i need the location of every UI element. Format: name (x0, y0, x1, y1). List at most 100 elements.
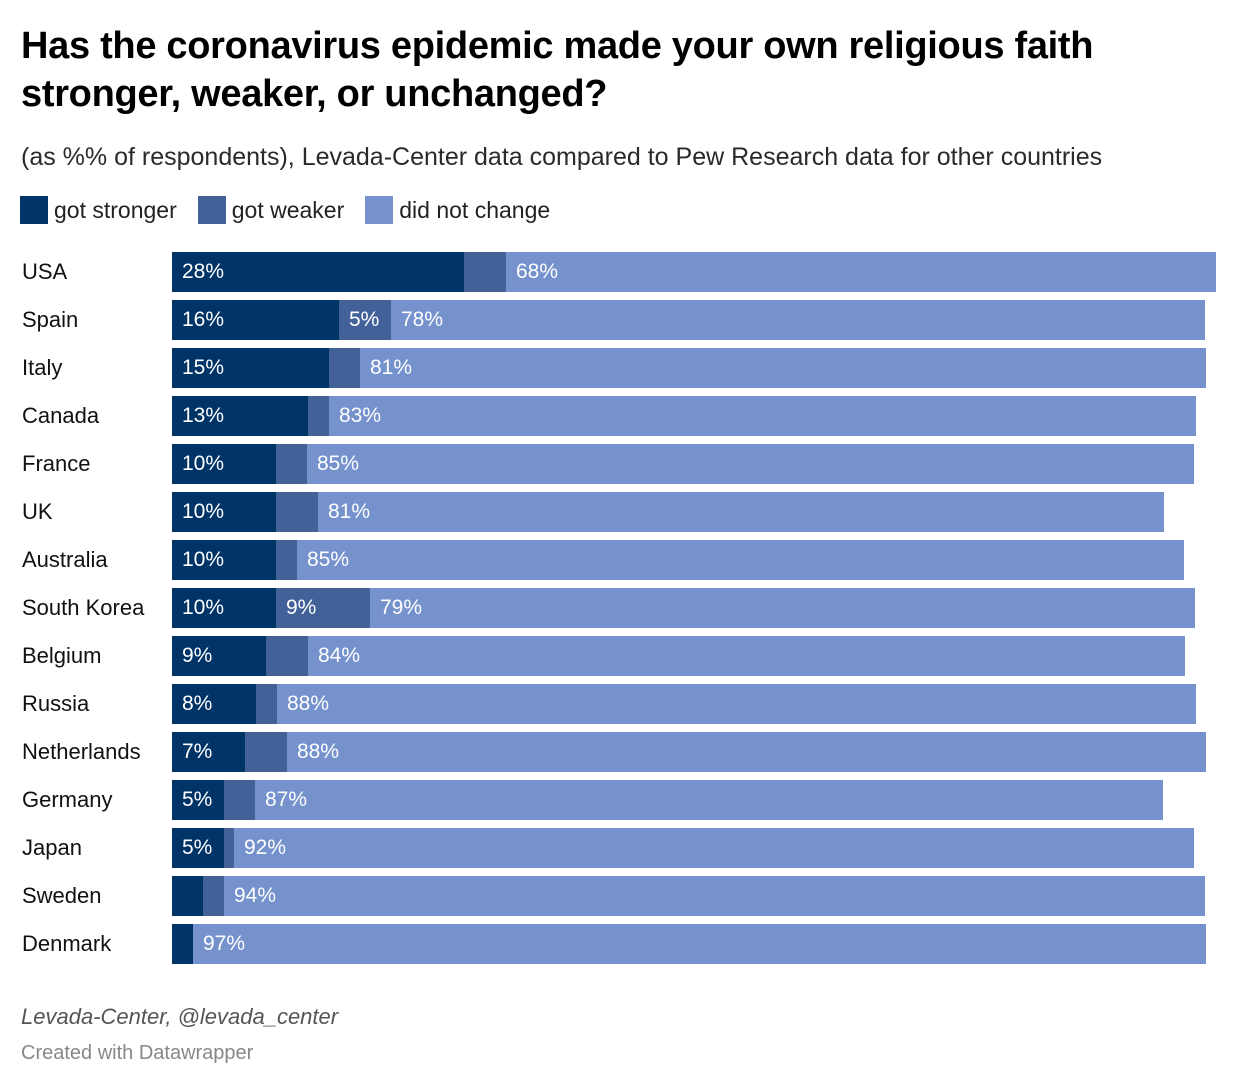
bar-segment-got-weaker (276, 444, 307, 484)
data-label: 13% (182, 404, 225, 427)
category-label: Japan (22, 835, 82, 860)
legend-swatch-got-weaker (197, 196, 226, 224)
data-label: 10% (182, 500, 225, 523)
bar-segment-got-stronger (172, 540, 276, 580)
data-label: 84% (318, 644, 361, 667)
bar-row: Russia 8% 88% (0, 684, 1240, 724)
bar-row: Spain 16% 5% 78% (0, 300, 1240, 340)
bar-segment-got-weaker (339, 300, 391, 340)
bar-segment-did-not-change (234, 828, 1194, 868)
legend-label: did not change (399, 196, 551, 223)
data-label: 9% (286, 596, 317, 619)
bar-segment-did-not-change (391, 300, 1205, 340)
bar-segment-got-stronger (172, 732, 245, 772)
bar-row: UK 10% 81% (0, 492, 1240, 532)
data-label: 79% (380, 596, 423, 619)
data-label: 92% (244, 836, 287, 859)
data-label: 5% (182, 788, 213, 811)
data-label: 28% (182, 260, 225, 283)
bar-segment-got-stronger (172, 684, 256, 724)
bar-segment-did-not-change (506, 252, 1216, 292)
bar-segment-got-weaker (203, 876, 224, 916)
bar-segment-did-not-change (277, 684, 1196, 724)
data-label: 5% (182, 836, 213, 859)
bar-segment-did-not-change (318, 492, 1164, 532)
bar-segment-did-not-change (308, 636, 1185, 676)
bar-segment-got-stronger (172, 348, 329, 388)
category-label: Sweden (22, 883, 102, 908)
category-label: Australia (22, 547, 108, 572)
bar-segment-did-not-change (329, 396, 1196, 436)
data-label: 88% (297, 740, 340, 763)
bar-row: USA 28% 68% (0, 252, 1240, 292)
bar-segment-got-weaker (224, 780, 255, 820)
bar-row: Japan 5% 92% (0, 828, 1240, 868)
data-label: 78% (401, 308, 444, 331)
bar-segment-got-weaker (308, 396, 329, 436)
data-label: 16% (182, 308, 225, 331)
data-label: 94% (234, 884, 277, 907)
bar-segment-got-weaker (276, 492, 318, 532)
legend-swatch-did-not-change (365, 196, 394, 224)
bar-segment-did-not-change (255, 780, 1163, 820)
category-label: Belgium (22, 643, 102, 668)
legend-label: got weaker (231, 196, 345, 223)
data-label: 8% (182, 692, 213, 715)
source-note: Levada-Center, @levada_center (21, 1004, 339, 1029)
bar-segment-got-stronger (172, 780, 224, 820)
data-label: 5% (349, 308, 380, 331)
data-label: 9% (182, 644, 213, 667)
data-label: 10% (182, 596, 225, 619)
data-label: 10% (182, 452, 225, 475)
bar-row: Canada 13% 83% (0, 396, 1240, 436)
bar-segment-got-weaker (329, 348, 360, 388)
category-label: Germany (22, 787, 113, 812)
bar-segment-got-weaker (276, 540, 297, 580)
bar-row: Germany 5% 87% (0, 780, 1240, 820)
bar-segment-got-stronger (172, 396, 308, 436)
chart-title: Has the coronavirus epidemic made your o… (21, 25, 1094, 115)
data-label: 68% (516, 260, 559, 283)
legend-item-got-weaker: got weaker (197, 196, 345, 224)
bar-row: Denmark 97% (0, 924, 1240, 964)
bar-segment-got-stronger (172, 444, 276, 484)
bar-row: Australia 10% 85% (0, 540, 1240, 580)
bar-row: Netherlands 7% 88% (0, 732, 1240, 772)
datawrapper-credit: Created with Datawrapper (21, 1042, 254, 1064)
bar-segment-did-not-change (224, 876, 1205, 916)
bar-segment-got-weaker (224, 828, 234, 868)
legend-item-got-stronger: got stronger (20, 196, 177, 224)
data-label: 83% (339, 404, 382, 427)
data-label: 10% (182, 548, 225, 571)
category-label: Russia (22, 691, 90, 716)
bar-row: France 10% 85% (0, 444, 1240, 484)
category-label: Italy (22, 355, 63, 380)
category-label: France (22, 451, 91, 476)
bar-segment-got-weaker (464, 252, 506, 292)
bar-segment-got-stronger (172, 876, 203, 916)
bar-row: Italy 15% 81% (0, 348, 1240, 388)
data-label: 88% (287, 692, 330, 715)
bar-segment-got-stronger (172, 300, 339, 340)
bar-row: Sweden 94% (0, 876, 1240, 916)
data-label: 81% (370, 356, 413, 379)
bar-segment-did-not-change (287, 732, 1206, 772)
bar-segment-got-weaker (245, 732, 287, 772)
category-label: Canada (22, 403, 100, 428)
data-label: 7% (182, 740, 213, 763)
data-label: 85% (317, 452, 360, 475)
bar-row: Belgium 9% 84% (0, 636, 1240, 676)
category-label: Denmark (22, 931, 112, 956)
category-label: USA (22, 259, 68, 284)
bar-segment-got-weaker (256, 684, 277, 724)
bar-segment-got-stronger (172, 588, 276, 628)
data-label: 81% (328, 500, 371, 523)
legend-item-did-not-change: did not change (365, 196, 550, 224)
legend: got stronger got weaker did not change (20, 196, 571, 224)
bar-segment-did-not-change (360, 348, 1206, 388)
bar-segment-did-not-change (193, 924, 1206, 964)
bar-segment-got-stronger (172, 252, 464, 292)
bar-segment-got-stronger (172, 828, 224, 868)
category-label: South Korea (22, 595, 145, 620)
bar-segment-got-stronger (172, 924, 193, 964)
